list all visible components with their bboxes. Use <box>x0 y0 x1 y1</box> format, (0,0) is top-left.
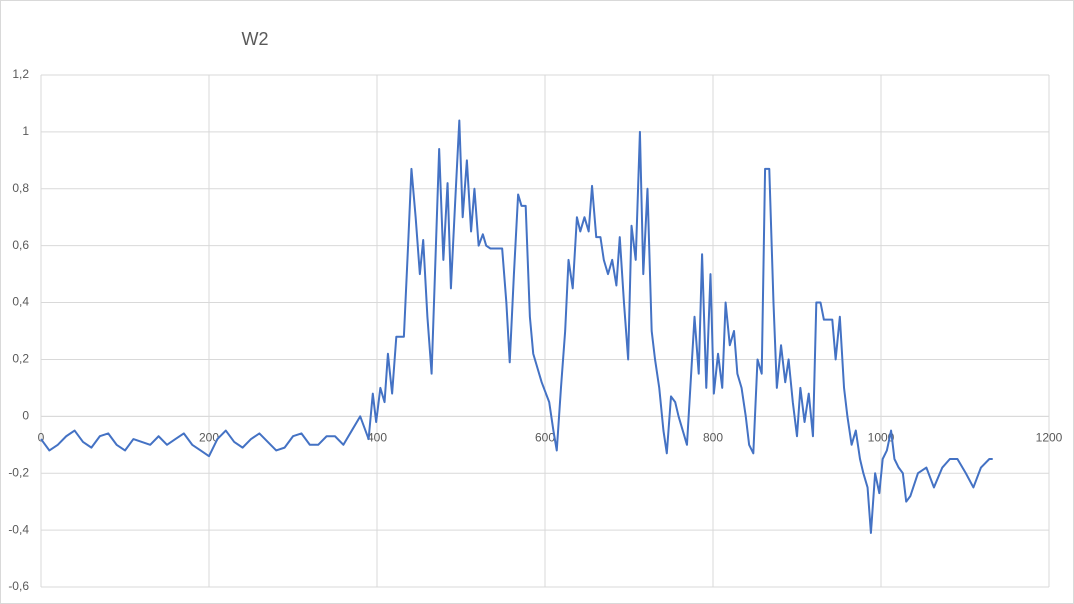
x-tick-label: 600 <box>535 431 555 445</box>
data-line <box>40 119 993 534</box>
x-tick-label: 400 <box>367 431 387 445</box>
x-tick-label: 1200 <box>1036 431 1063 445</box>
y-tick-label: 0,6 <box>12 238 29 252</box>
y-tick-label: 0,8 <box>12 181 29 195</box>
x-tick-label: 800 <box>703 431 723 445</box>
y-tick-label: -0,2 <box>8 465 29 479</box>
chart-title: W2 <box>242 29 269 49</box>
y-tick-label: 1 <box>22 124 29 138</box>
y-tick-label: 0,4 <box>12 295 29 309</box>
x-tick-label: 0 <box>38 431 45 445</box>
y-tick-label: -0,4 <box>8 522 29 536</box>
y-tick-label: 0 <box>22 409 29 423</box>
x-tick-label: 200 <box>199 431 219 445</box>
y-tick-label: -0,6 <box>8 579 29 593</box>
y-tick-label: 1,2 <box>12 67 29 81</box>
y-tick-label: 0,2 <box>12 352 29 366</box>
